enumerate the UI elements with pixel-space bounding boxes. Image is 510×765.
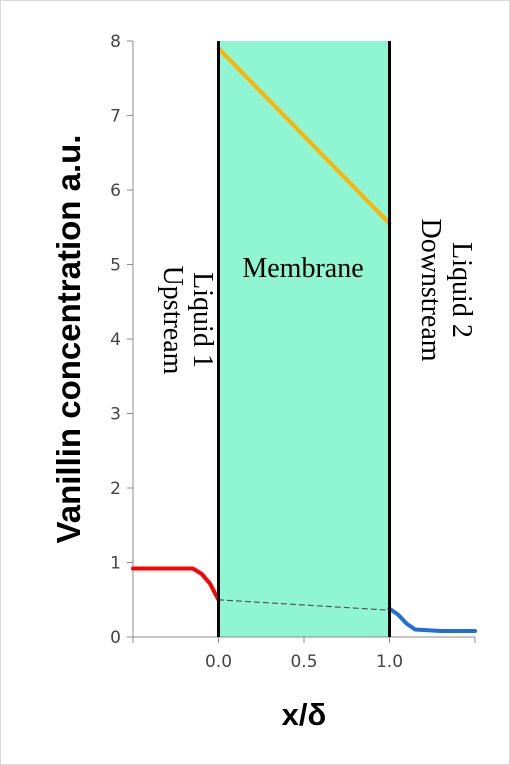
y-tick-label: 5 — [110, 256, 121, 276]
y-tick-label: 8 — [110, 32, 121, 52]
series-line-membrane-profile — [216, 46, 392, 226]
y-tick-label: 4 — [110, 330, 121, 350]
y-axis-title: Vanillin concentration a.u. — [50, 135, 87, 544]
x-axis-title: x/δ — [282, 697, 327, 732]
y-tick-label: 3 — [110, 405, 121, 425]
series-layer — [131, 46, 477, 633]
region-label-downstream-line2: Liquid 2 — [446, 242, 477, 338]
region-label-upstream-line2: Liquid 1 — [187, 272, 218, 368]
region-label-membrane: Membrane — [242, 253, 363, 284]
x-axis-ticks: 0.0 0.5 1.0 — [132, 637, 476, 672]
y-axis-ticks: 0 1 2 3 4 5 6 7 8 — [110, 32, 133, 648]
y-tick-label: 0 — [110, 628, 121, 648]
region-label-downstream-line1: Downstream — [415, 218, 446, 361]
membrane-region — [218, 41, 390, 637]
region-label-upstream-line1: Upstream — [157, 266, 188, 375]
x-tick-label: 0.5 — [290, 652, 317, 672]
series-line-upstream — [131, 566, 221, 602]
series-line-interface-link — [217, 599, 391, 611]
series-line-downstream — [387, 606, 477, 633]
y-tick-label: 1 — [110, 554, 121, 574]
x-tick-label: 0.0 — [205, 652, 232, 672]
x-tick-label: 1.0 — [376, 652, 403, 672]
y-tick-label: 6 — [110, 181, 121, 201]
y-tick-label: 2 — [110, 479, 121, 499]
y-tick-label: 7 — [110, 107, 121, 127]
